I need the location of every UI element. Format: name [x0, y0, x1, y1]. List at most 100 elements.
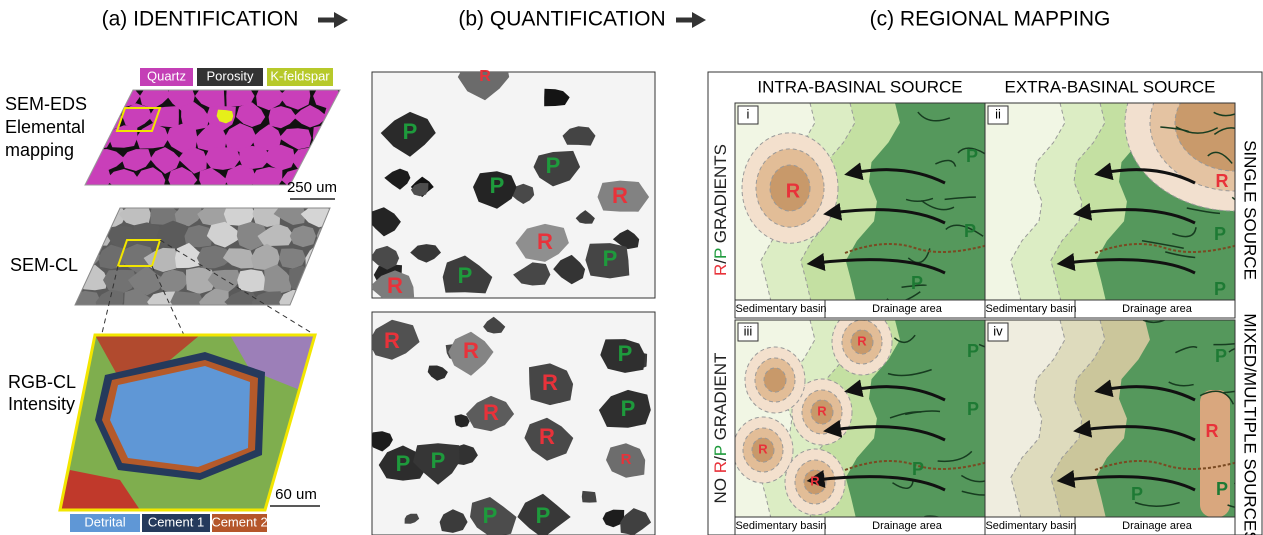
- grain: [533, 150, 581, 187]
- quartz-grain: [224, 164, 257, 185]
- scale-label: 250 um: [287, 179, 337, 196]
- drainage-line: [1141, 240, 1184, 249]
- cl-grain: [103, 269, 137, 295]
- quartz-grain: [121, 149, 152, 171]
- cl-grain: [250, 243, 280, 271]
- cl-grain: [289, 225, 316, 248]
- grain-label: R: [857, 333, 867, 348]
- drainage-line: [1199, 390, 1235, 405]
- cl-grain: [199, 288, 229, 305]
- cl-grain: [158, 269, 190, 295]
- row-label-part: /: [711, 259, 730, 264]
- legend-swatch: [140, 68, 193, 86]
- quartz-grain: [88, 102, 121, 132]
- quartz-grain: [320, 146, 340, 170]
- source-strip: [1200, 390, 1230, 517]
- drainage-line: [886, 291, 921, 300]
- quartz-grain: [178, 147, 207, 174]
- quartz-grain: [278, 128, 312, 150]
- cl-grain: [224, 290, 258, 305]
- drainage-line: [893, 334, 916, 344]
- grain-label: P: [1215, 346, 1227, 366]
- drainage-label: Drainage area: [1122, 303, 1193, 315]
- basin-label: Sedimentary basin: [985, 303, 1076, 315]
- quartz-grain: [239, 145, 270, 169]
- flow-arrow: [1094, 379, 1196, 402]
- map-cell: [985, 103, 1235, 300]
- grain-label: R: [537, 229, 553, 254]
- legend-swatch: [70, 514, 140, 532]
- cl-grain: [132, 222, 164, 250]
- grain-label: P: [536, 503, 551, 528]
- grain: [470, 497, 517, 535]
- grain: [562, 126, 596, 146]
- quartz-grain: [236, 102, 266, 127]
- eds-frame: [84, 89, 341, 186]
- drainage-line: [887, 368, 932, 377]
- drainage-line: [957, 147, 985, 155]
- river: [844, 460, 985, 471]
- drainage-line: [920, 199, 955, 211]
- quartz-grain: [195, 122, 228, 152]
- basin-label: Sedimentary basin: [985, 520, 1076, 532]
- rgb-frame: [58, 333, 317, 512]
- grain-label: P: [431, 448, 446, 473]
- cl-grain: [288, 265, 316, 291]
- grain: [553, 254, 586, 285]
- flow-arrow: [1073, 202, 1196, 225]
- legend-label: Detrital: [84, 514, 125, 529]
- cell-id-box: [987, 322, 1009, 342]
- quartz-grain: [293, 105, 328, 128]
- cl-grain: [118, 208, 151, 227]
- grain-label: P: [490, 173, 505, 198]
- river: [1094, 243, 1235, 254]
- legend-swatch: [142, 514, 210, 532]
- grain-label: P: [546, 153, 561, 178]
- row-label: R/P GRADIENTS: [711, 144, 730, 276]
- quartz-grain: [150, 147, 181, 174]
- legend-swatch: [197, 68, 263, 86]
- grain-label: R: [463, 338, 479, 363]
- row-label-part: P: [711, 445, 730, 456]
- row-label-part: NO: [711, 473, 730, 503]
- grain: [380, 111, 436, 157]
- grain: [581, 490, 597, 503]
- grain-label: R: [758, 441, 768, 456]
- grain: [575, 210, 595, 224]
- grain: [384, 168, 411, 190]
- drainage-label: Drainage area: [1122, 520, 1193, 532]
- cell-id: ii: [995, 106, 1001, 121]
- quartz-grain: [199, 167, 228, 185]
- grain-label: R: [387, 273, 403, 298]
- panel-title: (a) IDENTIFICATION: [102, 8, 299, 31]
- grain: [612, 229, 640, 250]
- grain: [454, 414, 470, 428]
- cell-id-box: [737, 322, 759, 342]
- flow-arrow: [1094, 162, 1196, 185]
- cell-id-box: [987, 105, 1009, 125]
- grain-label: P: [966, 146, 978, 166]
- row-label-part: R: [711, 264, 730, 276]
- row-label: SINGLE SOURCE: [1241, 140, 1260, 280]
- micrograph-grains: [372, 316, 652, 535]
- row-label-part: R: [711, 461, 730, 473]
- grain: [427, 365, 448, 381]
- grain-label: R: [612, 183, 628, 208]
- drainage-line: [1134, 501, 1180, 507]
- quartz-grain: [250, 167, 283, 185]
- quartz-grain: [312, 124, 340, 149]
- drainage-line: [901, 284, 928, 288]
- grain-label: P: [967, 399, 979, 419]
- cl-grain: [107, 225, 135, 250]
- grain: [620, 508, 652, 535]
- cl-grain: [252, 208, 281, 227]
- grain: [466, 395, 515, 432]
- river: [844, 243, 985, 254]
- row-label: NO R/P GRADIENT: [711, 353, 730, 504]
- legend-label: Cement 2: [211, 514, 267, 529]
- basin-label: Sedimentary basin: [735, 520, 826, 532]
- river: [1094, 460, 1235, 471]
- cl-grain: [257, 223, 295, 247]
- quartz-grain: [268, 106, 297, 129]
